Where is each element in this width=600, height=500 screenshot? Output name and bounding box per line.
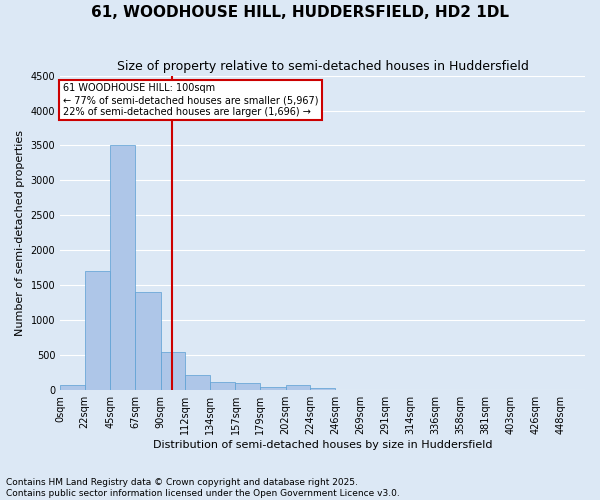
- Y-axis label: Number of semi-detached properties: Number of semi-detached properties: [15, 130, 25, 336]
- Bar: [161, 352, 185, 390]
- Bar: [286, 385, 310, 390]
- Bar: [85, 272, 110, 390]
- Text: 61 WOODHOUSE HILL: 100sqm
← 77% of semi-detached houses are smaller (5,967)
22% : 61 WOODHOUSE HILL: 100sqm ← 77% of semi-…: [63, 84, 318, 116]
- Text: 61, WOODHOUSE HILL, HUDDERSFIELD, HD2 1DL: 61, WOODHOUSE HILL, HUDDERSFIELD, HD2 1D…: [91, 5, 509, 20]
- Text: Contains HM Land Registry data © Crown copyright and database right 2025.
Contai: Contains HM Land Registry data © Crown c…: [6, 478, 400, 498]
- Bar: [185, 375, 210, 390]
- Bar: [210, 382, 235, 390]
- Bar: [135, 292, 161, 390]
- Bar: [260, 386, 286, 390]
- Bar: [110, 146, 135, 390]
- Bar: [310, 388, 335, 390]
- Title: Size of property relative to semi-detached houses in Huddersfield: Size of property relative to semi-detach…: [116, 60, 529, 73]
- Bar: [235, 383, 260, 390]
- Bar: [60, 385, 85, 390]
- X-axis label: Distribution of semi-detached houses by size in Huddersfield: Distribution of semi-detached houses by …: [153, 440, 493, 450]
